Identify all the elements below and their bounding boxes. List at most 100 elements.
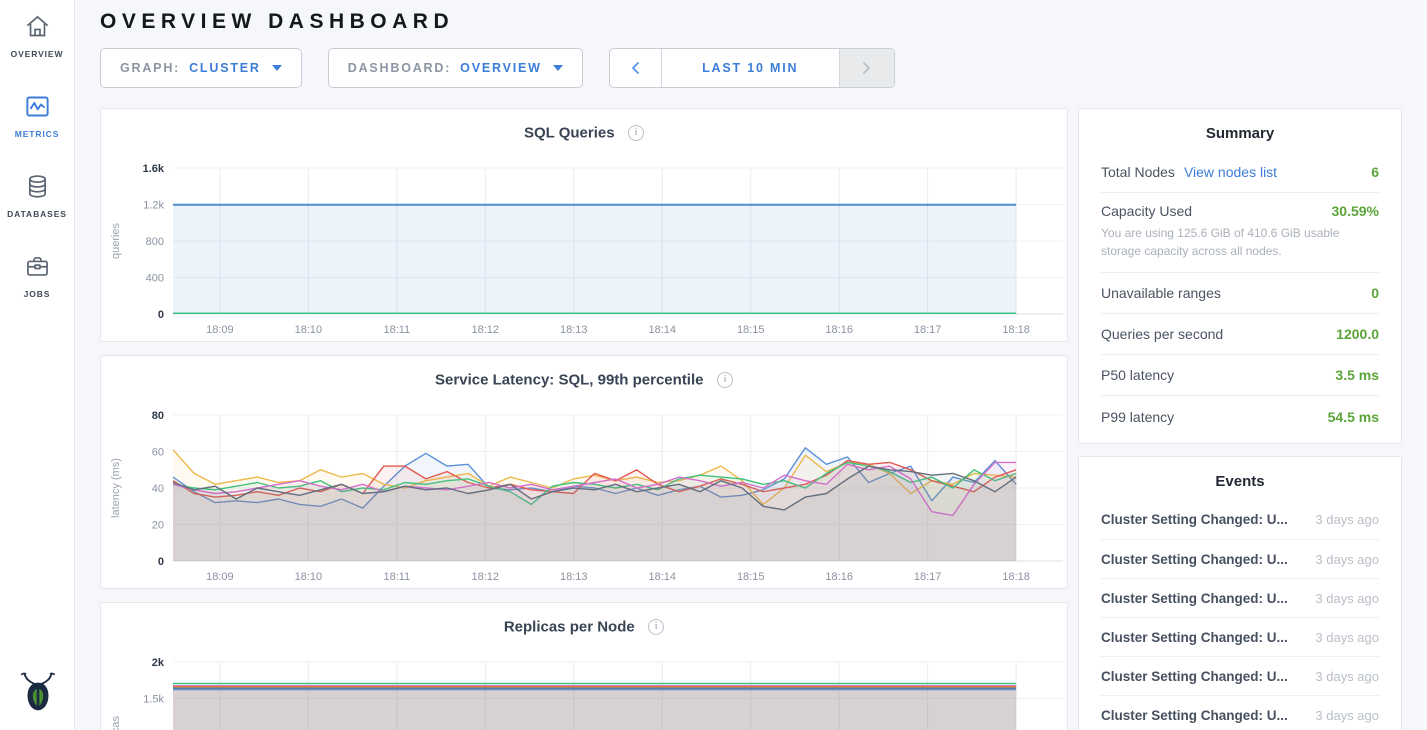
chart-title: Replicas per Node (503, 618, 635, 636)
svg-text:18:15: 18:15 (737, 571, 765, 583)
svg-text:18:12: 18:12 (472, 571, 500, 583)
event-row: Cluster Setting Changed: U... 3 days ago (1101, 617, 1379, 656)
graph-dropdown-value: CLUSTER (189, 61, 261, 75)
info-icon[interactable]: i (716, 371, 733, 388)
metrics-icon (24, 96, 51, 124)
summary-value: 0 (1371, 285, 1379, 301)
event-row: Cluster Setting Changed: U... 3 days ago (1101, 695, 1379, 730)
summary-panel: Summary Total Nodes View nodes list 6 Capac… (1078, 108, 1402, 444)
chevron-down-icon (552, 65, 563, 71)
svg-text:18:13: 18:13 (560, 571, 588, 583)
svg-text:18:09: 18:09 (206, 324, 234, 336)
time-range-label[interactable]: LAST 10 MIN (702, 61, 799, 75)
charts-column: SQL Queries i 0 400 800 1.2k 1.6k 18:09 18:10 1… (100, 108, 1068, 730)
summary-row: Queries per second 1200.0 (1101, 314, 1379, 355)
summary-subtext: You are using 125.6 GiB of 410.6 GiB usa… (1101, 226, 1340, 258)
sidebar-item-label: DATABASES (7, 209, 67, 219)
svg-text:replicas: replicas (110, 716, 122, 730)
svg-text:0: 0 (158, 309, 164, 321)
summary-value: 54.5 ms (1327, 408, 1379, 425)
chevron-right-icon (863, 62, 871, 74)
events-panel: Events Cluster Setting Changed: U... 3 da… (1078, 456, 1402, 730)
event-row: Cluster Setting Changed: U... 3 days ago (1101, 539, 1379, 578)
svg-text:800: 800 (146, 236, 164, 248)
home-icon (24, 15, 51, 44)
svg-text:18:14: 18:14 (648, 571, 676, 583)
event-text: Cluster Setting Changed: U... (1101, 590, 1288, 606)
svg-text:400: 400 (146, 273, 164, 285)
dashboard-dropdown-label: DASHBOARD: (347, 61, 452, 75)
main-content: OVERVIEW DASHBOARD GRAPH: CLUSTER DASHBO… (75, 0, 1427, 730)
jobs-icon (24, 257, 51, 284)
summary-label: Unavailable ranges (1101, 285, 1221, 301)
info-icon[interactable]: i (648, 618, 665, 635)
svg-text:18:15: 18:15 (737, 324, 765, 336)
svg-text:18:11: 18:11 (383, 324, 410, 336)
dashboard-dropdown[interactable]: DASHBOARD: OVERVIEW (327, 48, 583, 88)
sidebar-item-metrics[interactable]: METRICS (0, 80, 74, 160)
svg-text:20: 20 (152, 520, 164, 532)
svg-text:18:18: 18:18 (1002, 571, 1030, 583)
sidebar-item-overview[interactable]: OVERVIEW (0, 0, 74, 80)
sidebar: OVERVIEW METRICS DATABASES JOBS (0, 0, 75, 730)
graph-dropdown-label: GRAPH: (120, 61, 181, 75)
event-row: Cluster Setting Changed: U... 3 days ago (1101, 500, 1379, 539)
databases-icon (24, 175, 51, 204)
events-title: Events (1215, 473, 1265, 490)
chart-replicas-per-node[interactable]: 05001k1.5k2k18:0918:1018:1118:1218:1318:… (101, 654, 1067, 730)
svg-text:80: 80 (152, 410, 164, 422)
event-text: Cluster Setting Changed: U... (1101, 668, 1288, 684)
chart-title: Service Latency: SQL, 99th percentile (435, 371, 704, 389)
summary-row: P50 latency 3.5 ms (1101, 355, 1379, 396)
summary-label: P50 latency (1101, 367, 1175, 383)
cockroachdb-logo[interactable] (0, 669, 75, 720)
summary-value: 1200.0 (1336, 326, 1379, 342)
summary-row: Capacity Used 30.59% You are using 125.6 G… (1101, 193, 1379, 273)
svg-text:18:17: 18:17 (914, 324, 942, 336)
svg-text:60: 60 (152, 447, 164, 459)
info-icon[interactable]: i (628, 124, 645, 141)
controls-bar: GRAPH: CLUSTER DASHBOARD: OVERVIEW LAST … (100, 48, 1402, 88)
summary-label: Queries per second (1101, 326, 1224, 342)
event-text: Cluster Setting Changed: U... (1101, 551, 1288, 567)
event-time: 3 days ago (1315, 668, 1379, 684)
chevron-left-icon (631, 62, 639, 74)
svg-text:1.6k: 1.6k (143, 163, 165, 175)
chart-sql-queries[interactable]: 0 400 800 1.2k 1.6k 18:09 18:10 18:11 18:12 18:13… (101, 160, 1067, 342)
svg-text:queries: queries (110, 222, 122, 259)
sidebar-item-label: OVERVIEW (10, 49, 64, 59)
chart-service-latency[interactable]: 0 20 40 60 80 18:09 18:10 18:11 18:12 18:13 18:14 1… (101, 407, 1067, 589)
svg-text:18:10: 18:10 (295, 324, 323, 336)
svg-text:18:13: 18:13 (560, 324, 588, 336)
sidebar-item-databases[interactable]: DATABASES (0, 160, 74, 240)
summary-label: Total Nodes (1101, 164, 1175, 180)
summary-row: Unavailable ranges 0 (1101, 273, 1379, 314)
sidebar-item-label: JOBS (23, 289, 51, 299)
dashboard-dropdown-value: OVERVIEW (460, 61, 542, 75)
chart-card-sql-queries: SQL Queries i 0 400 800 1.2k 1.6k 18:09 18:10 1… (100, 108, 1068, 342)
time-window-selector: LAST 10 MIN (608, 48, 895, 88)
summary-value: 30.59% (1331, 203, 1379, 219)
svg-text:1.5k: 1.5k (143, 694, 164, 706)
svg-text:0: 0 (158, 556, 164, 568)
graph-dropdown[interactable]: GRAPH: CLUSTER (100, 48, 302, 88)
sidebar-item-jobs[interactable]: JOBS (0, 240, 74, 320)
svg-text:18:09: 18:09 (206, 571, 234, 583)
time-next-button[interactable] (838, 49, 894, 87)
summary-label: Capacity Used (1101, 203, 1193, 219)
event-text: Cluster Setting Changed: U... (1101, 629, 1288, 645)
sidebar-nav: OVERVIEW METRICS DATABASES JOBS (0, 0, 74, 320)
view-nodes-link[interactable]: View nodes list (1183, 164, 1278, 180)
event-time: 3 days ago (1315, 590, 1379, 606)
summary-value: 6 (1371, 164, 1379, 180)
page-title: OVERVIEW DASHBOARD (100, 10, 455, 33)
summary-title: Summary (1205, 125, 1275, 142)
svg-text:latency (ms): latency (ms) (110, 458, 122, 518)
svg-text:18:18: 18:18 (1002, 324, 1030, 336)
svg-text:18:11: 18:11 (383, 571, 410, 583)
time-prev-button[interactable] (610, 49, 662, 87)
svg-text:1.2k: 1.2k (143, 200, 164, 212)
svg-text:2k: 2k (152, 657, 165, 669)
event-time: 3 days ago (1315, 551, 1379, 567)
svg-text:18:12: 18:12 (472, 324, 500, 336)
